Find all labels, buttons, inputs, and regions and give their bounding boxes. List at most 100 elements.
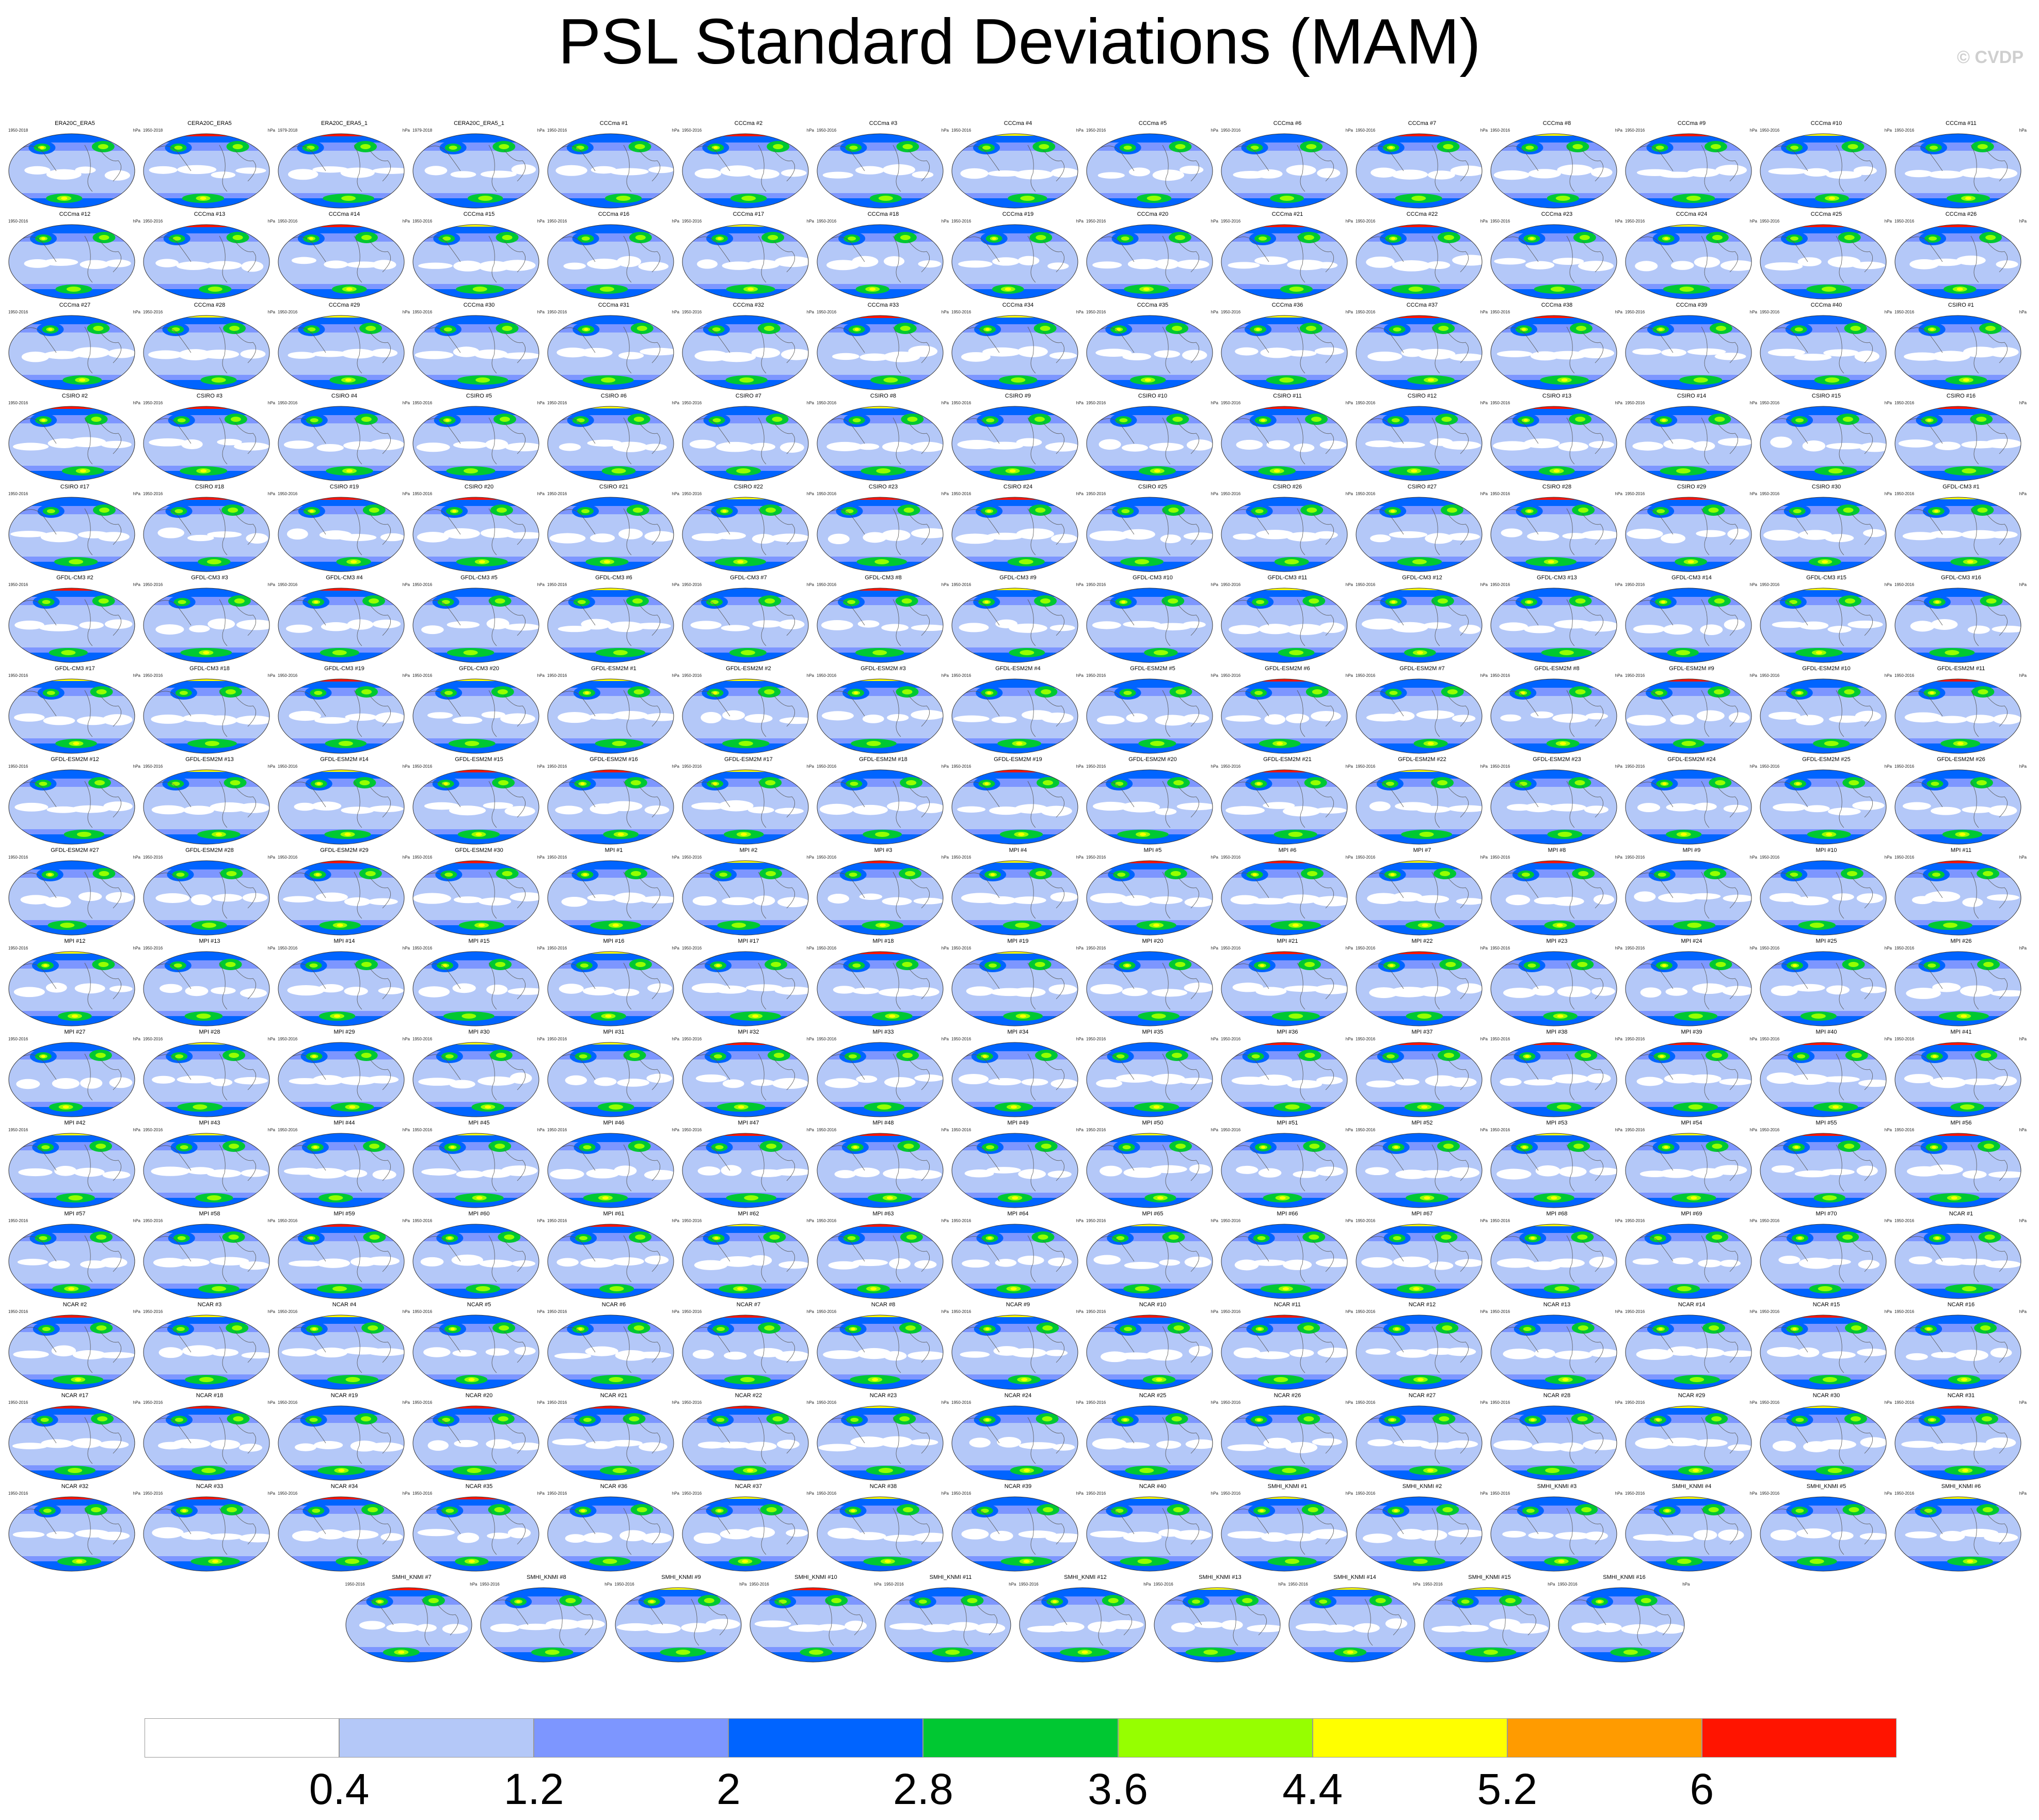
panel-map	[412, 588, 539, 663]
panel-years: 1950-2018	[143, 128, 163, 133]
panel-map	[143, 133, 270, 209]
panel-units: hPa	[1615, 946, 1622, 951]
panel-map	[412, 1496, 539, 1572]
panel-years: 1950-2016	[8, 582, 28, 587]
panel-years: 1950-2016	[1894, 401, 1915, 405]
panel-title: CCCma #28	[194, 302, 226, 308]
map-panel: GFDL-CM3 #18 1950-2016 hPa	[142, 665, 277, 755]
map-panel: NCAR #32 1950-2016 hPa	[7, 1483, 142, 1573]
panel-years: 1950-2016	[1086, 219, 1106, 224]
panel-title: CSIRO #3	[196, 393, 223, 399]
map-panel: NCAR #12 1950-2016 hPa	[1355, 1301, 1490, 1391]
panel-years: 1950-2016	[1086, 128, 1106, 133]
panel-units: hPa	[1076, 1400, 1084, 1405]
panel-title: CSIRO #6	[600, 393, 627, 399]
map-panel: NCAR #6 1950-2016 hPa	[546, 1301, 681, 1391]
panel-title: NCAR #22	[735, 1392, 762, 1399]
panel-units: hPa	[402, 582, 410, 587]
panel-years: 1950-2016	[1894, 855, 1915, 860]
panel-years: 1950-2016	[8, 946, 28, 951]
panel-years: 1950-2016	[1490, 673, 1510, 678]
panel-title: MPI #1	[604, 847, 623, 853]
map-panel: GFDL-ESM2M #11 1950-2016 hPa	[1893, 665, 2029, 755]
panel-years: 1950-2016	[412, 219, 433, 224]
panel-title: CCCma #13	[194, 211, 226, 217]
panel-units: hPa	[806, 310, 814, 314]
panel-map	[143, 1224, 270, 1299]
panel-title: CCCma #8	[1542, 120, 1571, 126]
panel-years: 1950-2016	[1490, 855, 1510, 860]
panel-map	[817, 315, 944, 390]
panel-map	[1356, 860, 1483, 936]
map-panel: GFDL-ESM2M #23 1950-2016 hPa	[1489, 756, 1624, 846]
panel-years: 1950-2016	[278, 1128, 298, 1132]
map-panel: CSIRO #20 1950-2016 hPa	[411, 483, 547, 573]
panel-title: MPI #60	[468, 1211, 490, 1217]
panel-years: 1950-2016	[1625, 1400, 1645, 1405]
panel-units: hPa	[672, 128, 679, 133]
panel-title: CCCma #29	[328, 302, 360, 308]
panel-units: hPa	[672, 492, 679, 496]
panel-units: hPa	[267, 673, 275, 678]
panel-title: CCCma #36	[1271, 302, 1303, 308]
panel-map	[1490, 1042, 1617, 1117]
panel-years: 1950-2016	[817, 310, 837, 314]
panel-units: hPa	[537, 1400, 545, 1405]
panel-title: MPI #19	[1007, 938, 1029, 944]
map-panel: MPI #11 1950-2016 hPa	[1893, 847, 2029, 937]
panel-map	[8, 1224, 135, 1299]
panel-years: 1950-2016	[547, 764, 567, 769]
map-panel: NCAR #4 1950-2016 hPa	[277, 1301, 412, 1391]
colorbar-box	[145, 1718, 340, 1758]
panel-units: hPa	[806, 1218, 814, 1223]
panel-years: 1950-2016	[278, 1037, 298, 1041]
panel-units: hPa	[672, 764, 679, 769]
panel-units: hPa	[1884, 1400, 1892, 1405]
panel-years: 1950-2016	[8, 764, 28, 769]
panel-years: 1979-2018	[412, 128, 433, 133]
panel-title: GFDL-ESM2M #8	[1534, 666, 1580, 672]
panel-title: MPI #52	[1411, 1120, 1433, 1126]
panel-title: MPI #51	[1277, 1120, 1298, 1126]
panel-map	[817, 588, 944, 663]
panel-units: hPa	[537, 764, 545, 769]
panel-units: hPa	[402, 310, 410, 314]
panel-years: 1950-2016	[278, 492, 298, 496]
panel-years: 1950-2016	[1086, 1491, 1106, 1496]
panel-years: 1950-2016	[412, 1491, 433, 1496]
panel-title: MPI #45	[468, 1120, 490, 1126]
panel-map	[1760, 1315, 1887, 1390]
panel-title: CCCma #10	[1810, 120, 1842, 126]
panel-title: MPI #67	[1411, 1211, 1433, 1217]
panel-units: hPa	[1210, 401, 1218, 405]
panel-years: 1950-2016	[1221, 582, 1241, 587]
panel-map	[278, 1042, 405, 1117]
panel-title: MPI #11	[1950, 847, 1972, 853]
panel-map	[1625, 315, 1752, 390]
map-panel: CSIRO #2 1950-2016 hPa	[7, 392, 142, 482]
panel-years: 1950-2016	[1356, 1400, 1376, 1405]
map-panel: CCCma #22 1950-2016 hPa	[1355, 211, 1490, 300]
panel-map	[1221, 769, 1348, 845]
panel-title: CCCma #23	[1541, 211, 1573, 217]
panel-units: hPa	[2019, 310, 2027, 314]
panel-units: hPa	[2019, 1400, 2027, 1405]
panel-grid: ERA20C_ERA5 1950-2018 hPa CERA20C_ERA5 1950-…	[7, 120, 2029, 1663]
panel-units: hPa	[1682, 1582, 1690, 1587]
panel-years: 1950-2016	[817, 1128, 837, 1132]
map-panel: MPI #29 1950-2016 hPa	[277, 1028, 412, 1118]
panel-units: hPa	[402, 1309, 410, 1314]
panel-years: 1950-2016	[1356, 401, 1376, 405]
panel-title: GFDL-ESM2M #10	[1802, 666, 1851, 672]
map-panel: GFDL-ESM2M #26 1950-2016 hPa	[1893, 756, 2029, 846]
map-panel: MPI #42 1950-2016 hPa	[7, 1119, 142, 1209]
panel-title: CSIRO #1	[1948, 302, 1974, 308]
panel-years: 1950-2016	[682, 764, 702, 769]
panel-units: hPa	[133, 673, 140, 678]
panel-units: hPa	[133, 401, 140, 405]
panel-years: 1950-2016	[1894, 128, 1915, 133]
panel-title: MPI #42	[64, 1120, 86, 1126]
panel-map	[412, 315, 539, 390]
panel-years: 1950-2016	[1894, 492, 1915, 496]
panel-years: 1950-2016	[8, 310, 28, 314]
